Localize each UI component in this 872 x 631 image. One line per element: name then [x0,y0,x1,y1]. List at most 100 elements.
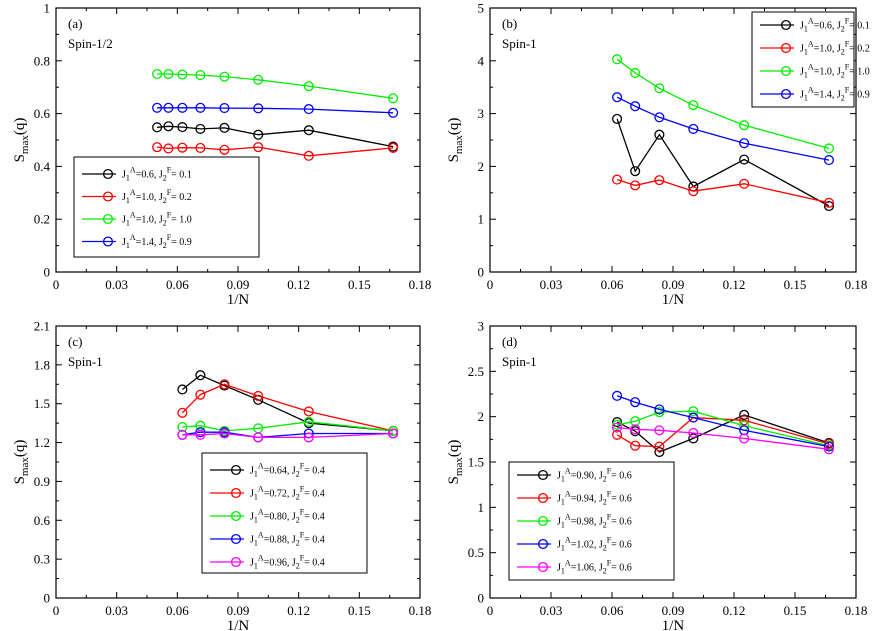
data-point [739,154,750,165]
legend-box [751,11,855,108]
legend-label: J1A=0.6, J2F= 0.1 [800,17,870,34]
series-3 [152,68,399,104]
y-tick-label: 0.5 [468,545,484,560]
y-axis-label: Smax(q) [12,118,31,163]
data-point [688,123,699,134]
series-line [182,432,394,439]
legend-label: J1A=1.0, J2F= 1.0 [800,63,870,80]
y-tick-label: 0 [44,265,51,280]
legend-entry: J1A=0.98, J2F= 0.6 [517,513,632,530]
x-tick-label: 0.18 [845,603,868,618]
legend-marker [230,487,242,499]
legend-marker [230,533,242,545]
data-point [303,432,314,443]
data-point [177,102,188,113]
data-point [654,129,665,140]
legend-label: J1A=0.98, J2F= 0.6 [557,513,632,530]
legend-marker [102,213,114,225]
legend-marker [102,236,114,247]
y-tick-label: 0.9 [34,474,50,489]
data-point [219,144,230,155]
data-point [303,81,314,92]
data-point [177,384,188,395]
legend-marker [780,19,792,31]
legend-label: J1A=0.64, J2F= 0.4 [250,462,325,479]
data-point [630,101,641,112]
data-point [823,197,835,208]
legend-entry: J1A=1.0, J2F= 1.0 [82,211,192,228]
y-tick-label: 2 [478,159,485,174]
y-tick-label: 1 [44,1,51,16]
y-tick-label: 0.2 [34,212,50,227]
series-line [616,178,830,204]
x-tick-label: 0.18 [409,603,432,618]
data-point [654,112,665,123]
data-point [739,415,750,426]
data-point [195,370,206,381]
legend-marker [537,561,549,573]
y-tick-label: 5 [478,1,485,16]
legend-marker [102,191,114,202]
legend-marker [537,492,549,504]
data-point [253,129,264,140]
legend-label: J1A=0.72, J2F= 0.4 [250,485,325,502]
data-point [823,200,835,212]
legend-label: J1A=0.94, J2F= 0.6 [557,490,632,507]
legend-entry: J1A=0.94, J2F= 0.6 [517,490,632,507]
data-point [739,433,750,444]
x-tick-label: 0.06 [601,277,624,292]
x-tick-label: 0.18 [409,277,432,292]
y-tick-label: 1.5 [468,455,484,470]
x-tick-label: 0.06 [601,603,624,618]
legend-label: J1A=1.06, J2F= 0.6 [557,559,632,576]
data-point [654,404,665,415]
x-tick-label: 0.06 [166,603,189,618]
data-point [612,419,623,430]
data-point [219,122,230,133]
spin-label: Spin-1 [502,354,537,369]
series-5 [177,428,399,443]
legend-label: J1A=0.88, J2F= 0.4 [250,531,325,548]
series-5 [612,422,835,455]
data-point [654,441,665,452]
legend: J1A=0.64, J2F= 0.4 J1A=0.72, J2F= 0.4 J1A=… [201,452,368,574]
series-4 [612,92,835,166]
legend: J1A=0.6, J2F= 0.1 J1A=1.0, J2F= 0.2 J1A=1.… [751,11,870,108]
panel-d: 0 0.03 0.06 0.09 0.12 0.15 0.18 0 0.5 1 1.5 2 2.5 3 1/… [446,319,867,631]
data-point [612,113,623,124]
data-point [195,123,206,134]
legend-entry: J1A=0.90, J2F= 0.6 [517,467,632,484]
panel-c: 0 0.03 0.06 0.09 0.12 0.15 0.18 0 0.3 0.6 0.9 1.2 1.… [12,319,431,631]
data-point [163,102,174,113]
x-tick-label: 0.09 [662,277,685,292]
x-tick-label: 0 [53,603,60,618]
legend-entry: J1A=0.96, J2F= 0.4 [210,554,325,571]
data-point [303,125,314,136]
y-tick-label: 0 [478,265,485,280]
panel-a: 0 0.03 0.06 0.09 0.12 0.15 0.18 0 0.2 0.4 0.6 0.8 1 1… [12,1,431,309]
x-tick-label: 0 [53,277,60,292]
x-axis-label: 1/N [227,292,250,308]
legend: J1A=0.90, J2F= 0.6 J1A=0.94, J2F= 0.6 J1A=… [508,461,675,581]
data-point [739,409,750,420]
series-line [616,395,830,448]
data-point [388,425,399,436]
x-axis-label: 1/N [662,292,685,308]
legend-marker [537,538,549,550]
y-tick-label: 1 [478,212,485,227]
series-1 [177,370,399,436]
data-point [739,178,750,189]
data-point [177,429,188,440]
series-1 [152,121,399,152]
x-tick-label: 0.09 [227,277,250,292]
data-point [630,166,641,177]
data-point [654,175,665,186]
legend-label: J1A=1.4, J2F= 0.9 [800,86,870,103]
data-point [612,54,623,65]
y-tick-label: 1.2 [34,435,50,450]
y-axis-label: Smax(q) [446,118,465,163]
data-point [654,446,665,458]
data-point [152,102,163,113]
series-3 [612,406,835,451]
legend-label: J1A=0.96, J2F= 0.4 [250,554,325,571]
